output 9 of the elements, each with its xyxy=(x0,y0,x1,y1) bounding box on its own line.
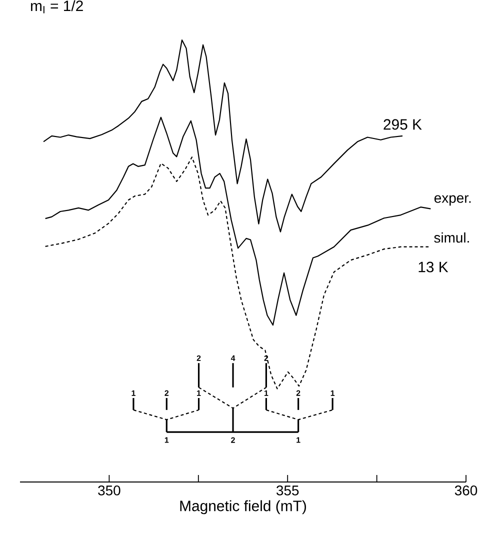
x-tick-label: 360 xyxy=(454,486,478,496)
x-tick-label: 355 xyxy=(276,486,299,496)
x-axis-title: Magnetic field (mT) xyxy=(180,500,306,514)
series-label: simul. xyxy=(434,232,469,243)
x-tick-label: 350 xyxy=(98,486,120,496)
annotation: 13 K xyxy=(418,262,448,272)
series-label: 295 K xyxy=(384,119,422,130)
text: m$_{I}$ = 1/2 xyxy=(30,0,83,14)
series-label: exper. xyxy=(434,195,471,206)
